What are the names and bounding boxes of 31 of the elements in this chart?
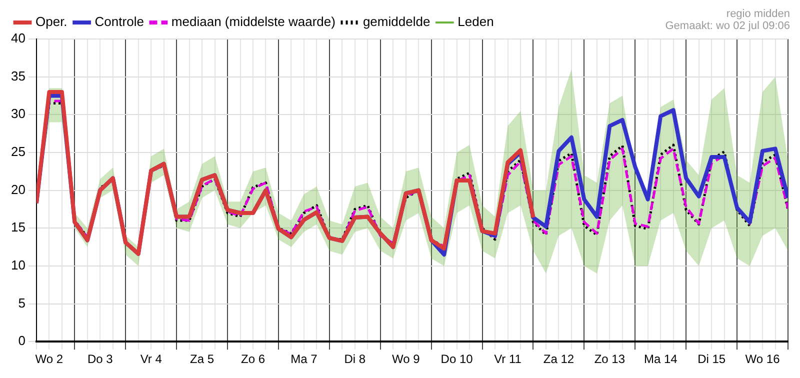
x-tick-label: Vr 4	[140, 352, 162, 366]
x-tick-label: Di 8	[344, 352, 366, 366]
y-tick-label: 5	[18, 295, 26, 310]
x-tick-label: Do 3	[87, 352, 114, 366]
x-tick-label: Wo 2	[35, 352, 64, 366]
y-tick-label: 10	[10, 258, 26, 273]
x-tick-label: Za 12	[543, 352, 574, 366]
x-tick-label: Zo 13	[594, 352, 626, 366]
x-tick-label: Vr 11	[494, 352, 522, 366]
y-tick-label: 15	[10, 220, 26, 235]
x-tick-label: Zo 6	[241, 352, 266, 366]
legend-label: Controle	[94, 14, 144, 30]
x-tick-label: Za 5	[190, 352, 214, 366]
y-tick-label: 30	[10, 106, 26, 122]
legend-label: Oper.	[36, 14, 68, 30]
y-tick-label: 40	[10, 30, 26, 46]
y-tick-label: 0	[18, 333, 26, 348]
x-tick-label: Ma 7	[290, 352, 318, 366]
legend-label: mediaan (middelste waarde)	[171, 14, 336, 30]
x-tick-label: Di 15	[698, 352, 726, 366]
x-tick-label: Ma 14	[644, 352, 678, 366]
y-tick-label: 20	[10, 182, 26, 197]
x-tick-label: Do 10	[440, 352, 474, 366]
x-tick-label: Wo 9	[392, 352, 420, 366]
text: regio midden	[725, 8, 790, 20]
text: Gemaakt: wo 02 jul 09:06	[665, 20, 790, 32]
y-tick-label: 25	[10, 144, 26, 160]
x-tick-label: Wo 16	[745, 352, 780, 366]
y-tick-label: 35	[10, 68, 26, 84]
legend-label: gemiddelde	[362, 14, 430, 30]
legend-label: Leden	[458, 14, 494, 30]
